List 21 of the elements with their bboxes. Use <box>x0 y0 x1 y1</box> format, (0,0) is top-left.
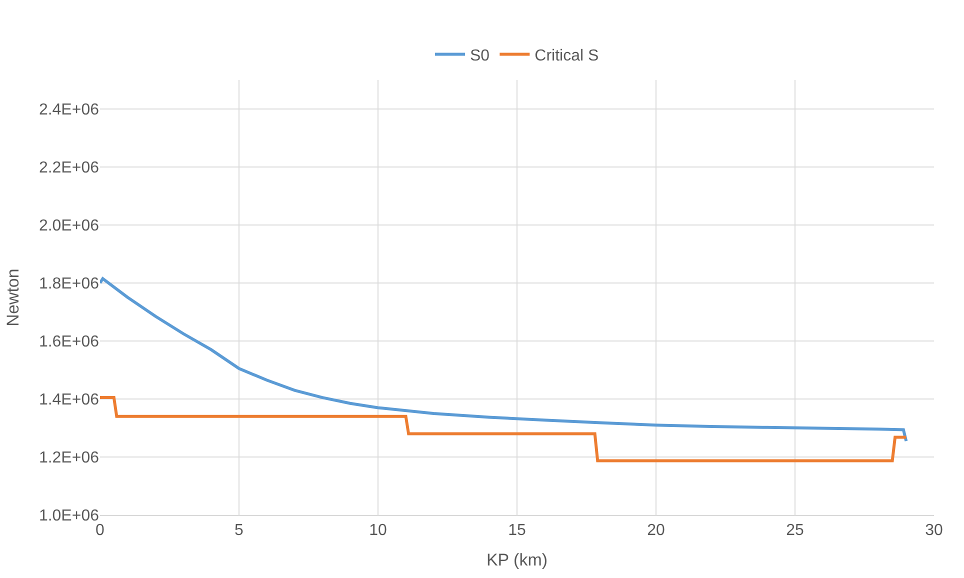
y-tick-label: 1.4E+06 <box>38 392 100 409</box>
line-series <box>100 396 908 462</box>
y-tick-label: 1.8E+06 <box>38 276 100 293</box>
x-axis-title: KP (km) <box>486 550 548 570</box>
x-tick-label: 10 <box>369 522 387 540</box>
x-tick-label: 25 <box>786 522 804 540</box>
x-tick-label: 0 <box>96 522 105 540</box>
legend-label: S0 <box>470 47 490 64</box>
y-tick-label: 1.6E+06 <box>38 334 100 351</box>
y-tick-label: 1.0E+06 <box>38 508 100 525</box>
y-axis-title: Newton <box>3 268 22 326</box>
y-tick-label: 2.0E+06 <box>38 218 100 235</box>
x-tick-label: 15 <box>508 522 526 540</box>
y-tick-label: 2.4E+06 <box>38 102 100 119</box>
line-series <box>100 277 908 443</box>
y-tick-label: 2.2E+06 <box>38 160 100 177</box>
y-tick-label: 1.2E+06 <box>38 450 100 467</box>
x-tick-label: 20 <box>647 522 665 540</box>
x-tick-label: 30 <box>925 522 943 540</box>
x-tick-label: 5 <box>234 522 244 540</box>
legend-label: Critical S <box>534 47 599 64</box>
